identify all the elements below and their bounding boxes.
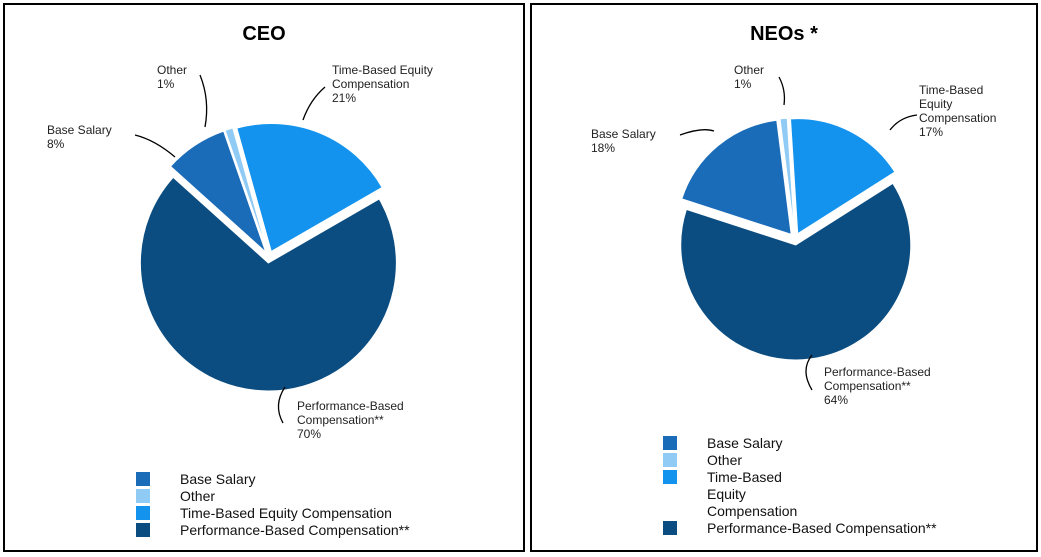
legend-item: Time-Based Equity Compensation (136, 505, 410, 522)
leader-line (805, 354, 813, 391)
slice-label: Performance-Based Compensation** 64% (824, 365, 934, 407)
leader-line (134, 134, 176, 158)
pie-slice (169, 130, 267, 253)
legend-label: Other (707, 452, 743, 468)
pie-slice (789, 118, 896, 235)
pie (134, 74, 397, 424)
legend-item: Performance-Based Compensation** (663, 520, 937, 537)
chart-title: NEOs * (750, 23, 818, 45)
slice-label: Performance-Based Compensation** 70% (297, 399, 407, 441)
legend-label: Time-Based Equity Compensation (180, 505, 392, 521)
legend-swatch (136, 523, 150, 537)
slice-label-name: Other (157, 63, 188, 77)
legend-item: Other (663, 452, 937, 469)
slice-label-value: 17% (919, 125, 944, 139)
chart-title: CEO (242, 23, 286, 45)
slice-label: Other 1% (734, 63, 794, 91)
slice-label: Time-Based Equity Compensation 21% (332, 63, 447, 105)
legend-item: Base Salary (136, 471, 410, 488)
slice-label-value: 8% (47, 137, 65, 151)
leader-line (778, 76, 786, 106)
pie-slice (139, 176, 397, 392)
slice-label-value: 64% (824, 393, 849, 407)
legend-swatch (136, 489, 150, 503)
legend: Base Salary Other Time-Based Equity Compen… (136, 471, 410, 539)
pie-slice (236, 122, 383, 253)
slice-label-value: 1% (157, 77, 175, 91)
legend-swatch (663, 470, 677, 484)
slice-label-name: Base Salary (47, 123, 112, 137)
slice-label-name: Performance-Based Compensation** (297, 399, 404, 427)
leader-line (199, 74, 208, 128)
legend-item: Other (136, 488, 410, 505)
legend-label: Base Salary (707, 435, 783, 451)
legend-swatch (663, 521, 677, 535)
slice-label-name: Performance-Based Compensation** (824, 365, 931, 393)
leader-line (679, 129, 715, 136)
legend: Base Salary Other Time-Based Equity Compen… (663, 435, 937, 537)
slice-label: Time-Based Equity Compensation 17% (919, 83, 1014, 139)
slice-label-name: Base Salary (591, 127, 656, 141)
slice-label-value: 21% (332, 91, 357, 105)
slice-label-name: Time-Based Equity Compensation (332, 63, 433, 91)
legend-swatch (663, 453, 677, 467)
slice-label-name: Other (734, 63, 765, 77)
legend-item: Performance-Based Compensation** (136, 522, 410, 539)
legend-label: Performance-Based Compensation** (180, 522, 410, 538)
leader-line (277, 386, 286, 424)
legend-label: Other (180, 488, 216, 504)
leader-line (889, 114, 918, 131)
chart-panel: CEO Base Salary 8% Other 1% Time-Based Equity… (3, 3, 525, 552)
pie (679, 76, 918, 391)
pie-slice (681, 119, 792, 236)
chart-panel: NEOs * Base Salary 18% Other 1% Time-Based Eq… (530, 3, 1038, 552)
slice-label-name: Time-Based Equity Compensation (919, 83, 997, 125)
legend-label: Performance-Based Compensation** (707, 520, 937, 536)
slice-label-value: 70% (297, 427, 322, 441)
slice-label-value: 1% (734, 77, 752, 91)
pie-slice (779, 117, 795, 234)
legend-swatch (136, 506, 150, 520)
slice-label: Base Salary 18% (591, 127, 681, 155)
legend-item: Base Salary (663, 435, 937, 452)
legend-label: Time-Based Equity Compensation (707, 469, 798, 519)
legend-swatch (136, 472, 150, 486)
legend-label: Base Salary (180, 471, 256, 487)
legend-swatch (663, 436, 677, 450)
slice-label: Other 1% (157, 63, 217, 91)
slice-label: Base Salary 8% (47, 123, 127, 151)
slice-label-value: 18% (591, 141, 616, 155)
leader-line (302, 86, 326, 121)
pie-slice (680, 182, 912, 361)
legend-item: Time-Based Equity Compensation (663, 469, 937, 520)
pie-slice (224, 127, 268, 252)
